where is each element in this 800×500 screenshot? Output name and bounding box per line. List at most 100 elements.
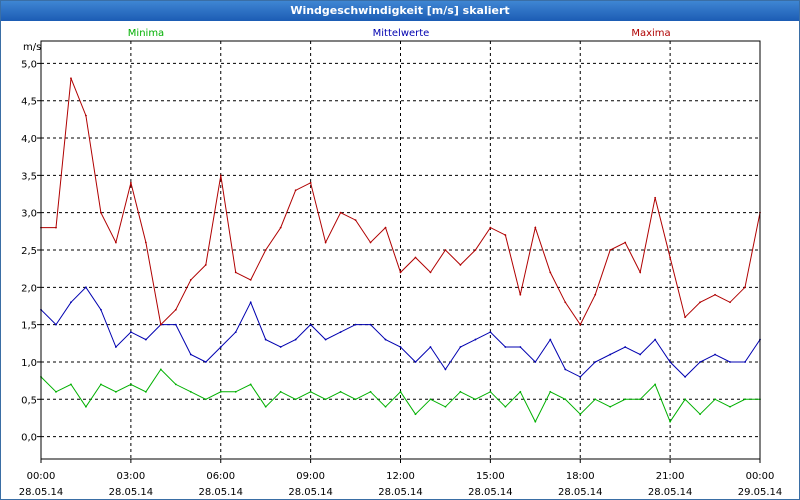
data-point-mittelwerte xyxy=(144,338,147,341)
y-axis: 0,0 0,5 1,0 1,5 2,0 2,5 3,0 3,5 4,0 4,5 5,0 xyxy=(21,59,41,444)
data-point-minima xyxy=(549,390,552,393)
data-point-mittelwerte xyxy=(519,346,522,348)
y-tick-label: 3,0 xyxy=(21,209,37,220)
data-point-maxima xyxy=(684,316,687,319)
data-point-mittelwerte xyxy=(474,338,477,341)
data-point-maxima xyxy=(174,308,177,311)
data-point-maxima xyxy=(519,293,522,296)
data-point-maxima xyxy=(564,301,567,304)
data-point-maxima xyxy=(294,189,297,192)
data-point-minima xyxy=(114,390,117,393)
data-point-maxima xyxy=(459,264,462,266)
data-point-maxima xyxy=(609,249,612,251)
legend-entry-mittelwerte: Mittelwerte xyxy=(373,28,430,39)
data-point-maxima xyxy=(114,241,117,244)
data-point-mittelwerte xyxy=(579,375,582,378)
x-tick-time: 12:00 xyxy=(386,471,415,482)
data-point-mittelwerte xyxy=(429,346,432,348)
x-tick-time: 00:00 xyxy=(27,471,56,482)
x-tick-date: 28.05.14 xyxy=(648,487,693,498)
data-point-mittelwerte xyxy=(699,361,701,363)
data-point-minima xyxy=(519,390,522,393)
data-point-minima xyxy=(294,398,297,401)
x-tick-time: 00:00 xyxy=(746,471,775,482)
series-lines xyxy=(40,77,761,423)
y-tick-label: 4,0 xyxy=(21,134,37,145)
data-point-minima xyxy=(144,390,147,393)
data-point-minima xyxy=(474,398,477,401)
x-tick-date: 28.05.14 xyxy=(198,487,243,498)
data-point-mittelwerte xyxy=(399,346,402,348)
data-point-mittelwerte xyxy=(339,331,342,334)
data-point-mittelwerte xyxy=(384,338,387,341)
data-point-maxima xyxy=(429,271,432,274)
data-point-minima xyxy=(714,398,716,401)
data-point-minima xyxy=(444,405,447,408)
y-tick-label: 2,5 xyxy=(21,246,37,257)
y-tick-label: 4,5 xyxy=(21,97,37,108)
legend-entry-maxima: Maxima xyxy=(631,28,670,39)
data-point-mittelwerte xyxy=(744,361,746,363)
data-point-minima xyxy=(639,398,642,401)
data-point-minima xyxy=(354,398,357,401)
x-tick-time: 06:00 xyxy=(206,471,235,482)
data-point-minima xyxy=(399,390,402,393)
data-point-minima xyxy=(234,390,237,393)
data-point-minima xyxy=(264,405,267,408)
data-point-maxima xyxy=(384,226,387,229)
x-tick-time: 03:00 xyxy=(116,471,145,482)
data-point-minima xyxy=(384,405,387,408)
y-tick-label: 0,5 xyxy=(21,395,37,406)
grid xyxy=(41,41,760,459)
data-point-mittelwerte xyxy=(714,353,716,356)
x-tick-time: 09:00 xyxy=(296,471,325,482)
data-point-minima xyxy=(624,398,627,401)
data-point-mittelwerte xyxy=(129,331,132,334)
y-tick-label: 5,0 xyxy=(21,59,37,70)
data-point-minima xyxy=(249,383,252,386)
data-point-minima xyxy=(279,390,282,393)
data-point-maxima xyxy=(264,249,267,251)
data-point-maxima xyxy=(279,226,282,229)
data-point-maxima xyxy=(100,211,102,214)
data-point-mittelwerte xyxy=(549,338,552,341)
data-point-minima xyxy=(339,390,342,393)
data-point-minima xyxy=(324,398,327,401)
data-point-mittelwerte xyxy=(189,353,192,356)
data-point-mittelwerte xyxy=(504,346,507,348)
data-point-mittelwerte xyxy=(444,368,447,371)
data-point-minima xyxy=(609,405,612,408)
data-point-minima xyxy=(669,420,672,423)
x-tick-date: 28.05.14 xyxy=(288,487,333,498)
data-point-mittelwerte xyxy=(369,323,372,326)
data-point-maxima xyxy=(669,256,672,259)
data-point-maxima xyxy=(579,323,582,326)
x-tick-date: 28.05.14 xyxy=(468,487,513,498)
data-point-minima xyxy=(100,383,102,386)
data-point-mittelwerte xyxy=(234,331,237,334)
data-point-mittelwerte xyxy=(354,323,357,326)
data-point-minima xyxy=(654,383,657,386)
data-point-minima xyxy=(699,413,701,416)
y-tick-label: 3,5 xyxy=(21,171,37,182)
data-point-maxima xyxy=(354,219,357,222)
data-point-mittelwerte xyxy=(459,346,462,348)
data-point-minima xyxy=(684,398,687,401)
data-point-mittelwerte xyxy=(70,301,72,304)
data-point-mittelwerte xyxy=(564,368,567,371)
data-point-minima xyxy=(309,390,312,393)
data-point-minima xyxy=(534,420,537,423)
data-point-maxima xyxy=(369,241,372,244)
data-point-mittelwerte xyxy=(729,361,731,363)
data-point-mittelwerte xyxy=(489,331,492,334)
data-point-maxima xyxy=(189,278,192,281)
data-point-mittelwerte xyxy=(279,346,282,348)
x-tick-time: 15:00 xyxy=(476,471,505,482)
data-point-mittelwerte xyxy=(294,338,297,341)
data-point-maxima xyxy=(55,226,57,229)
data-point-maxima xyxy=(399,271,402,274)
data-point-minima xyxy=(429,398,432,401)
x-tick-date: 28.05.14 xyxy=(378,487,423,498)
data-point-maxima xyxy=(144,241,147,244)
